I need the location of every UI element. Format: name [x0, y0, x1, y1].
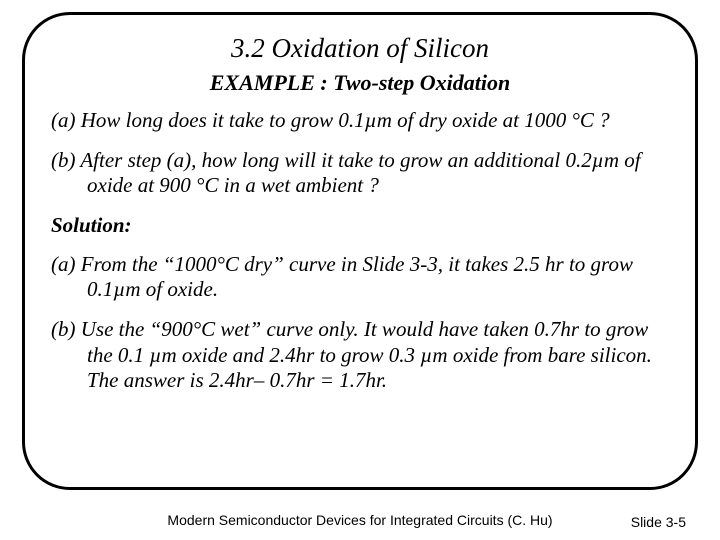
solution-b: (b) Use the “900°C wet” curve only. It w… [51, 317, 669, 394]
slide-frame: 3.2 Oxidation of Silicon EXAMPLE : Two-s… [22, 12, 698, 490]
solution-a: (a) From the “1000°C dry” curve in Slide… [51, 252, 669, 303]
slide-number: Slide 3-5 [631, 514, 686, 530]
solution-label: Solution: [51, 213, 669, 238]
question-b: (b) After step (a), how long will it tak… [51, 148, 669, 199]
footer-citation: Modern Semiconductor Devices for Integra… [0, 512, 720, 528]
slide-title: 3.2 Oxidation of Silicon [51, 33, 669, 64]
question-a: (a) How long does it take to grow 0.1µm … [51, 108, 669, 134]
slide-subtitle: EXAMPLE : Two-step Oxidation [51, 70, 669, 96]
